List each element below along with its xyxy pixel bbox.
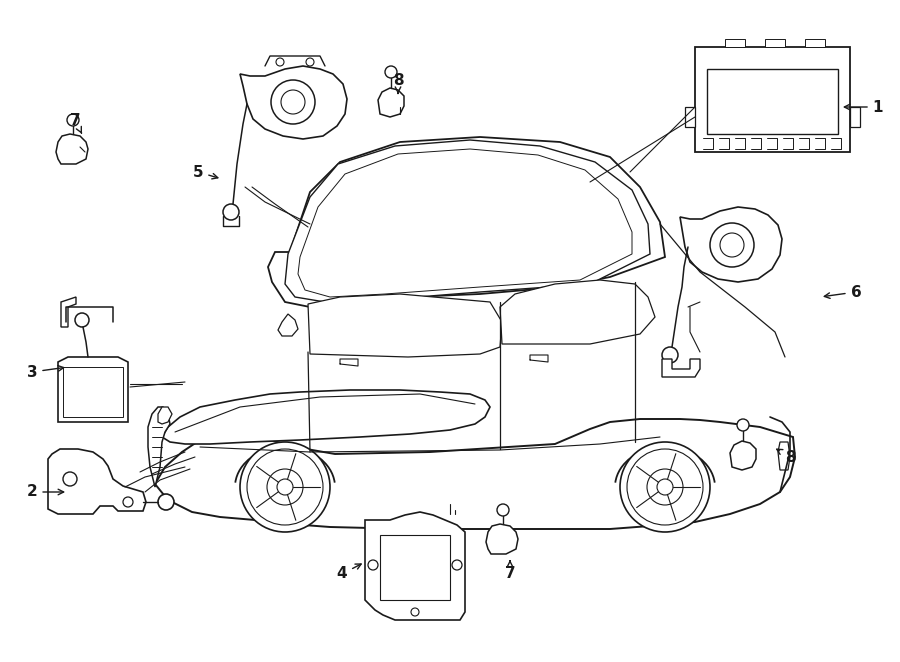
Polygon shape — [380, 535, 450, 600]
Polygon shape — [378, 88, 404, 117]
Text: 8: 8 — [392, 73, 403, 93]
Text: 8: 8 — [777, 449, 796, 465]
Circle shape — [452, 560, 462, 570]
Polygon shape — [48, 449, 146, 514]
Circle shape — [662, 347, 678, 363]
Circle shape — [657, 479, 673, 495]
Polygon shape — [805, 39, 825, 47]
Text: 2: 2 — [27, 485, 64, 500]
Polygon shape — [685, 107, 695, 127]
Polygon shape — [308, 294, 502, 357]
Polygon shape — [778, 442, 790, 470]
Polygon shape — [486, 524, 518, 554]
Polygon shape — [158, 407, 172, 424]
Polygon shape — [278, 314, 298, 336]
Polygon shape — [680, 207, 782, 282]
Text: 5: 5 — [193, 164, 218, 179]
Polygon shape — [61, 297, 76, 327]
Polygon shape — [500, 280, 655, 344]
Circle shape — [63, 472, 77, 486]
Text: 6: 6 — [824, 285, 861, 299]
Polygon shape — [662, 359, 700, 377]
Polygon shape — [695, 47, 850, 152]
Circle shape — [75, 313, 89, 327]
Circle shape — [368, 560, 378, 570]
Circle shape — [627, 449, 703, 525]
Circle shape — [277, 479, 293, 495]
Circle shape — [737, 419, 749, 431]
Circle shape — [223, 204, 239, 220]
Polygon shape — [850, 107, 860, 127]
Polygon shape — [285, 140, 650, 302]
Circle shape — [67, 114, 79, 126]
Polygon shape — [56, 134, 88, 164]
Circle shape — [267, 469, 303, 505]
Text: 3: 3 — [27, 365, 64, 379]
Circle shape — [620, 442, 710, 532]
Text: 7: 7 — [69, 113, 82, 133]
Circle shape — [123, 497, 133, 507]
Polygon shape — [148, 407, 170, 487]
Text: 7: 7 — [505, 561, 516, 581]
Polygon shape — [707, 69, 838, 134]
Polygon shape — [155, 419, 795, 529]
Circle shape — [497, 504, 509, 516]
Text: 1: 1 — [844, 99, 883, 115]
Polygon shape — [730, 441, 756, 470]
Circle shape — [385, 66, 397, 78]
Polygon shape — [63, 367, 123, 417]
Polygon shape — [240, 66, 347, 139]
Circle shape — [411, 608, 419, 616]
Polygon shape — [365, 512, 465, 620]
Circle shape — [271, 80, 315, 124]
Circle shape — [710, 223, 754, 267]
Polygon shape — [725, 39, 745, 47]
Circle shape — [306, 58, 314, 66]
Polygon shape — [58, 357, 128, 422]
Text: 4: 4 — [337, 564, 361, 581]
Circle shape — [158, 494, 174, 510]
Circle shape — [247, 449, 323, 525]
Circle shape — [720, 233, 744, 257]
Circle shape — [240, 442, 330, 532]
Circle shape — [647, 469, 683, 505]
Polygon shape — [268, 137, 665, 307]
Circle shape — [281, 90, 305, 114]
Polygon shape — [765, 39, 785, 47]
Polygon shape — [162, 390, 490, 444]
Circle shape — [276, 58, 284, 66]
Polygon shape — [298, 149, 632, 297]
